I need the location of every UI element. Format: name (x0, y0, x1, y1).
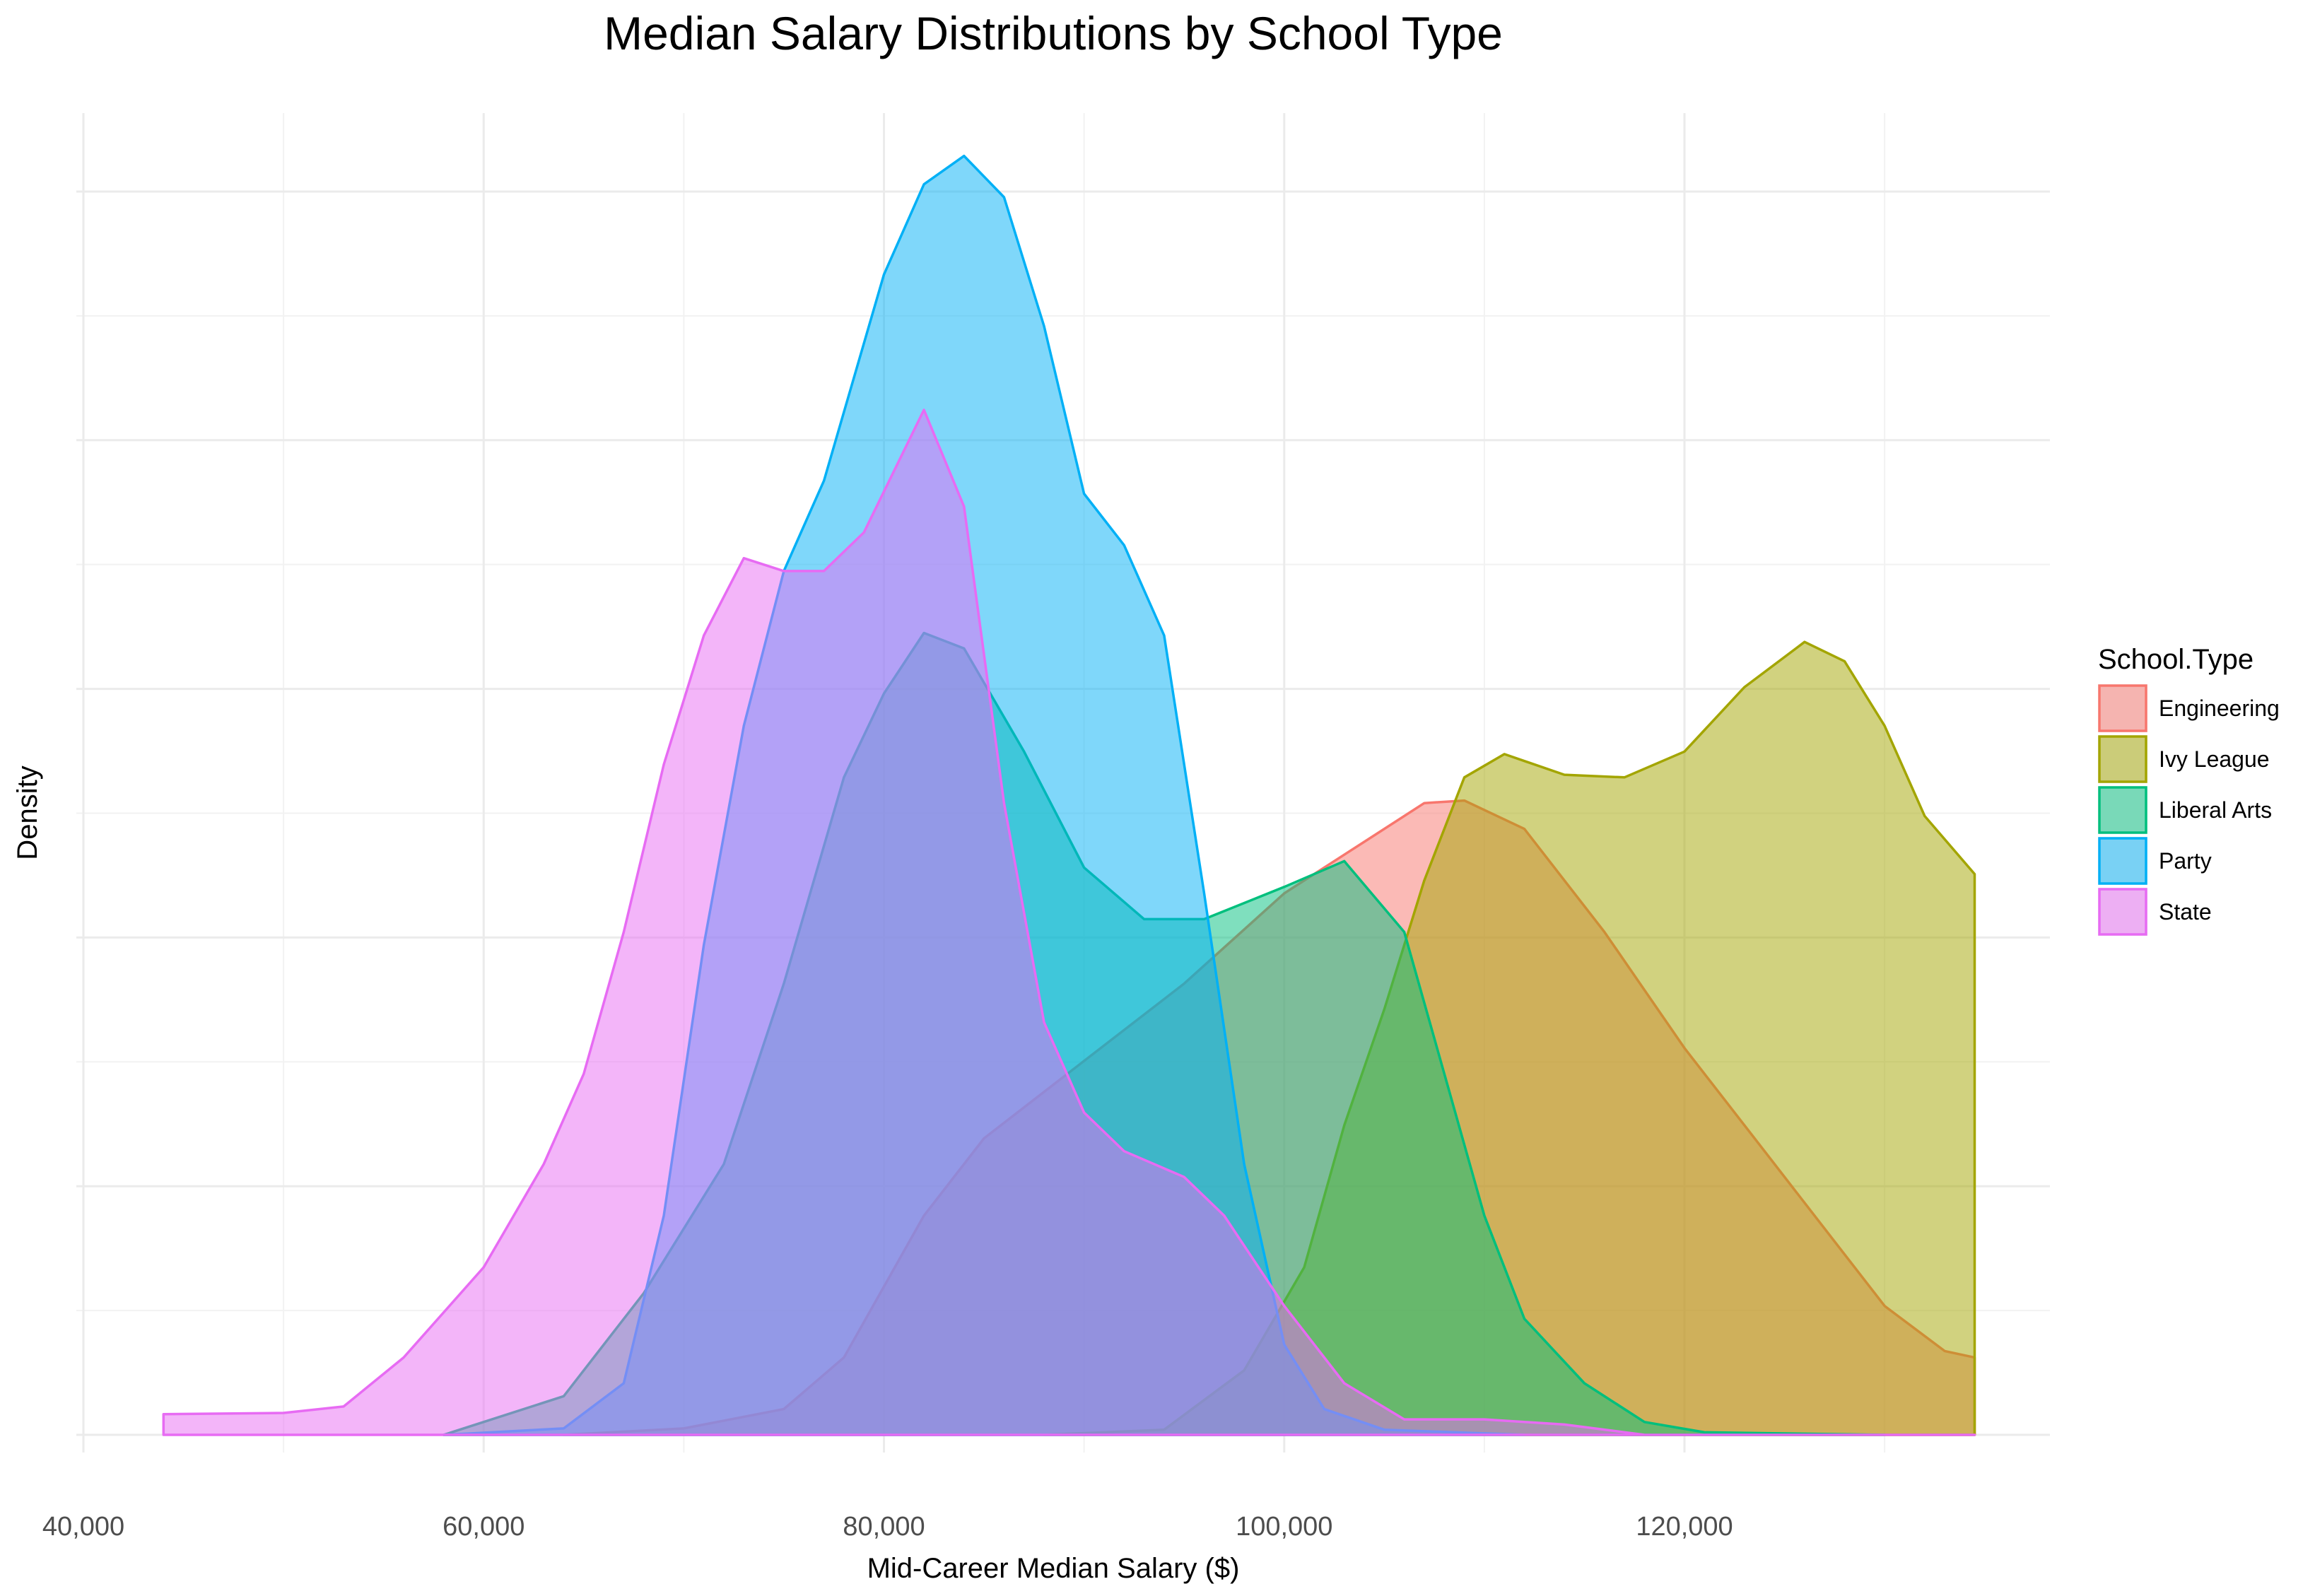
density-area-state (162, 409, 1976, 1436)
x-tick-label: 40,000 (42, 1512, 124, 1542)
legend: School.Type Engineering Ivy League Liberal… (2098, 644, 2280, 936)
x-tick-label: 100,000 (1236, 1512, 1332, 1542)
legend-items: Engineering Ivy League Liberal Arts Party St… (2098, 684, 2280, 936)
x-axis-tick-labels: 40,000 60,000 80,000 100,000 120,000 (42, 1512, 1733, 1542)
legend-label-ivy-league: Ivy League (2159, 746, 2270, 772)
x-tick-label: 120,000 (1636, 1512, 1733, 1542)
legend-title: School.Type (2098, 644, 2254, 675)
y-axis-label: Density (12, 765, 43, 859)
legend-key-party (2098, 837, 2147, 885)
legend-key-engineering (2098, 684, 2147, 732)
legend-label-party: Party (2159, 848, 2212, 874)
legend-label-state: State (2159, 899, 2212, 925)
legend-label-engineering: Engineering (2159, 696, 2280, 721)
x-tick-label: 60,000 (443, 1512, 524, 1542)
legend-key-ivy-league (2098, 735, 2147, 783)
legend-key-liberal-arts (2098, 786, 2147, 834)
x-axis-label: Mid-Career Median Salary ($) (867, 1553, 1240, 1584)
x-tick-label: 80,000 (843, 1512, 925, 1542)
legend-label-liberal-arts: Liberal Arts (2159, 797, 2272, 823)
legend-key-state (2098, 888, 2147, 936)
density-areas (162, 154, 1976, 1436)
chart-title: Median Salary Distributions by School Ty… (604, 7, 1503, 59)
